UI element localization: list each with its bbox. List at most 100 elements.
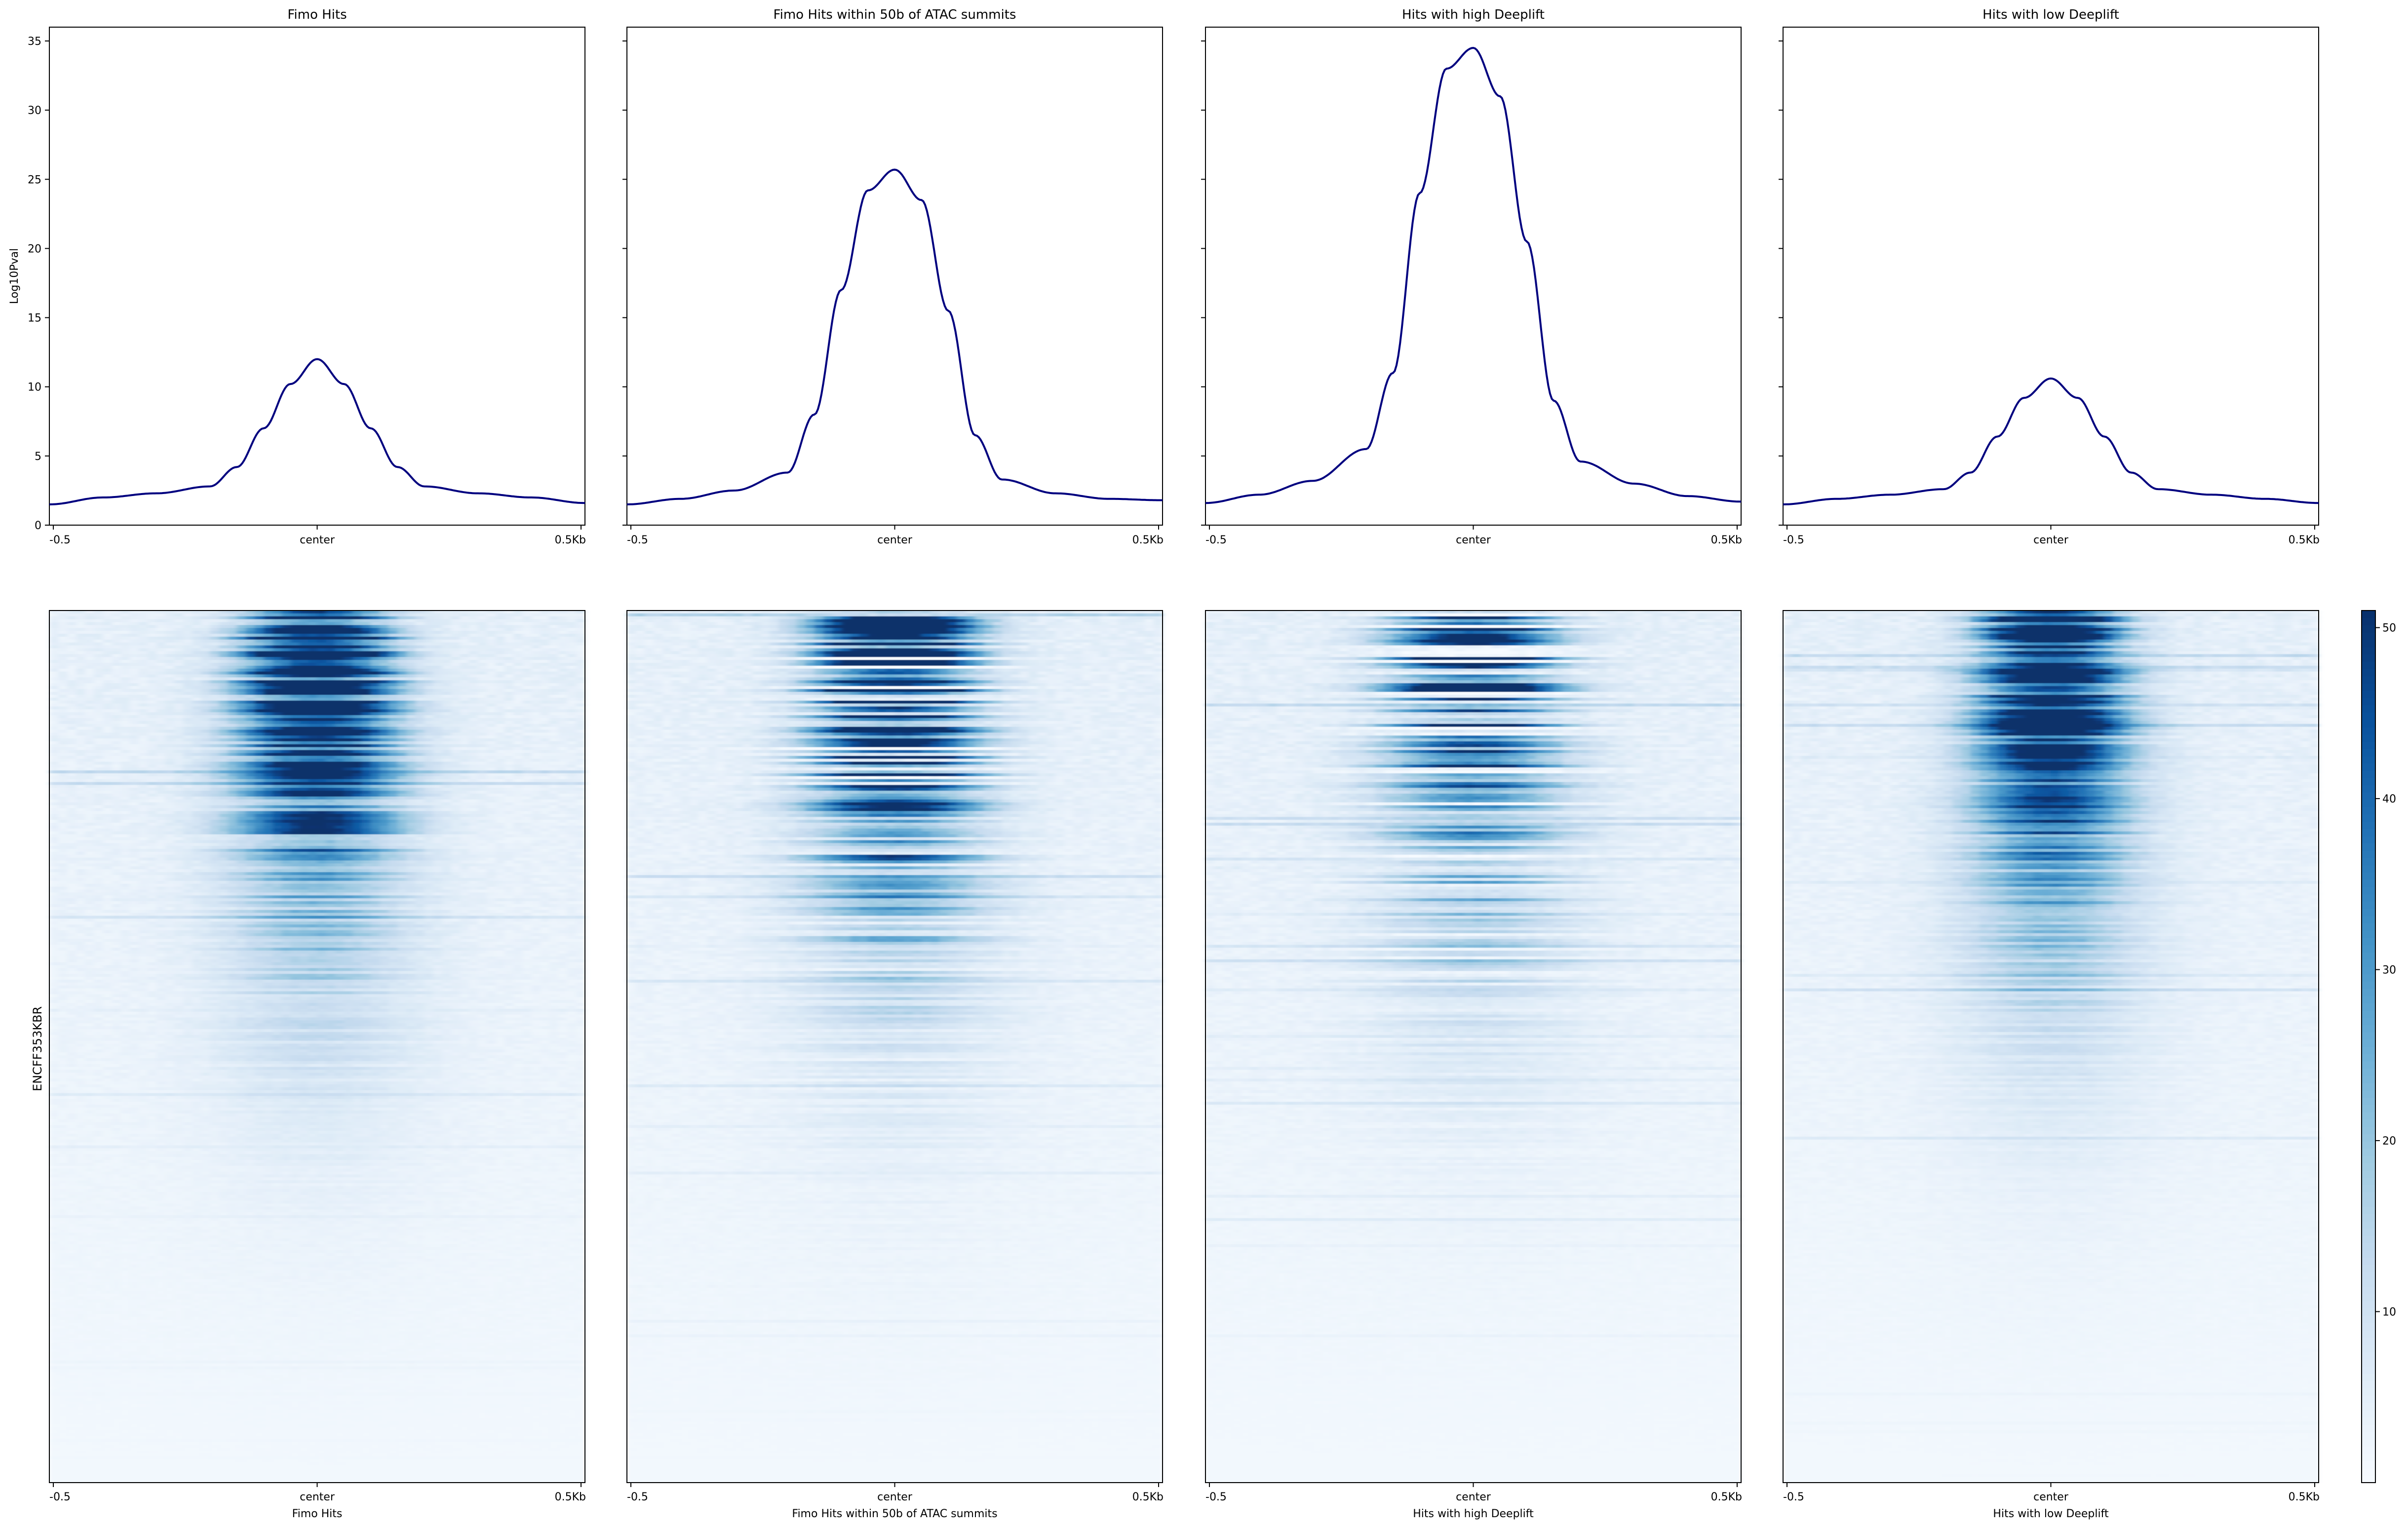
heatmap-cell — [76, 654, 85, 657]
heatmap-cell — [353, 625, 362, 628]
heatmap-cell — [299, 666, 309, 669]
heatmap-cell — [148, 637, 157, 640]
heatmap-cell — [425, 677, 434, 681]
heatmap-cell — [460, 616, 469, 620]
heatmap-cell — [433, 666, 443, 669]
heatmap-cell — [353, 677, 362, 681]
heatmap-cell — [94, 643, 103, 646]
heatmap-cell — [67, 646, 77, 649]
heatmap-cell — [335, 643, 345, 646]
heatmap-cell — [228, 649, 237, 652]
heatmap-cell — [174, 646, 184, 649]
heatmap-cell — [371, 637, 380, 640]
heatmap-cell — [201, 619, 210, 623]
heatmap-cell — [237, 677, 246, 681]
heatmap-cell — [67, 649, 77, 652]
heatmap-cell — [246, 654, 255, 657]
heatmap-cell — [513, 628, 523, 631]
heatmap-cell — [139, 672, 148, 675]
heatmap-cell — [344, 651, 353, 654]
heatmap-cell — [442, 634, 452, 637]
heatmap-cell — [49, 675, 59, 678]
heatmap-cell — [513, 611, 523, 614]
heatmap-cell — [326, 666, 336, 669]
heatmap-cell — [576, 616, 585, 620]
heatmap-cell — [67, 672, 77, 675]
heatmap-cell — [228, 666, 237, 669]
heatmap-cell — [388, 675, 398, 678]
heatmap-cell — [478, 660, 487, 663]
heatmap-cell — [362, 646, 371, 649]
heatmap-cell — [567, 654, 577, 657]
heatmap-cell — [442, 631, 452, 634]
heatmap-cell — [541, 634, 550, 637]
heatmap-cell — [380, 631, 389, 634]
heatmap-cell — [442, 666, 452, 669]
heatmap-cell — [272, 669, 282, 672]
heatmap-cell — [541, 640, 550, 643]
heatmap-cell — [308, 660, 317, 663]
heatmap-cell — [388, 646, 398, 649]
heatmap-cell — [335, 616, 345, 620]
heatmap-cell — [210, 660, 220, 663]
heatmap-cell — [513, 657, 523, 660]
heatmap-cell — [415, 672, 425, 675]
heatmap-cell — [246, 675, 255, 678]
heatmap-cell — [85, 654, 94, 657]
heatmap-cell — [272, 613, 282, 617]
heatmap-cell — [67, 677, 77, 681]
heatmap-cell — [353, 619, 362, 623]
heatmap-cell — [76, 669, 85, 672]
heatmap-cell — [121, 654, 130, 657]
heatmap-cell — [255, 677, 264, 681]
heatmap-cell — [299, 611, 309, 614]
heatmap-cell — [513, 625, 523, 628]
heatmap-cell — [112, 613, 121, 617]
heatmap-cell — [433, 622, 443, 626]
heatmap-cell — [85, 646, 94, 649]
heatmap-cell — [513, 651, 523, 654]
profile-frame — [1783, 27, 2319, 525]
heatmap-cell — [201, 669, 210, 672]
heatmap-cell — [549, 619, 559, 623]
heatmap-cell — [487, 619, 496, 623]
heatmap-cell — [469, 669, 478, 672]
heatmap-cell — [522, 675, 532, 678]
heatmap-cell — [281, 672, 291, 675]
heatmap-cell — [174, 622, 184, 626]
heatmap-cell — [67, 680, 77, 684]
heatmap-cell — [344, 677, 353, 681]
heatmap-cell — [85, 651, 94, 654]
heatmap-cell — [165, 672, 175, 675]
heatmap-cell — [281, 654, 291, 657]
heatmap-cell — [433, 669, 443, 672]
heatmap-cell — [165, 669, 175, 672]
heatmap-cell — [353, 611, 362, 614]
heatmap-cell — [487, 643, 496, 646]
heatmap-cell — [219, 611, 229, 614]
heatmap-cell — [541, 628, 550, 631]
heatmap-cell — [397, 669, 407, 672]
heatmap-cell — [335, 654, 345, 657]
heatmap-cell — [255, 660, 264, 663]
heatmap-cell — [541, 657, 550, 660]
heatmap-cell — [246, 634, 255, 637]
heatmap-cell — [237, 640, 246, 643]
heatmap-cell — [255, 643, 264, 646]
heatmap-cell — [388, 669, 398, 672]
heatmap-cell — [335, 637, 345, 640]
heatmap-cell — [49, 660, 59, 663]
heatmap-cell — [362, 651, 371, 654]
heatmap-cell — [49, 634, 59, 637]
heatmap-cell — [567, 663, 577, 666]
heatmap-cell — [505, 663, 514, 666]
heatmap-cell — [103, 628, 113, 631]
heatmap-cell — [362, 619, 371, 623]
heatmap-cell — [210, 657, 220, 660]
heatmap-cell — [165, 660, 175, 663]
heatmap-cell — [94, 666, 103, 669]
heatmap-cell — [380, 634, 389, 637]
heatmap-cell — [156, 613, 166, 617]
heatmap-cell — [549, 637, 559, 640]
heatmap-cell — [478, 613, 487, 617]
